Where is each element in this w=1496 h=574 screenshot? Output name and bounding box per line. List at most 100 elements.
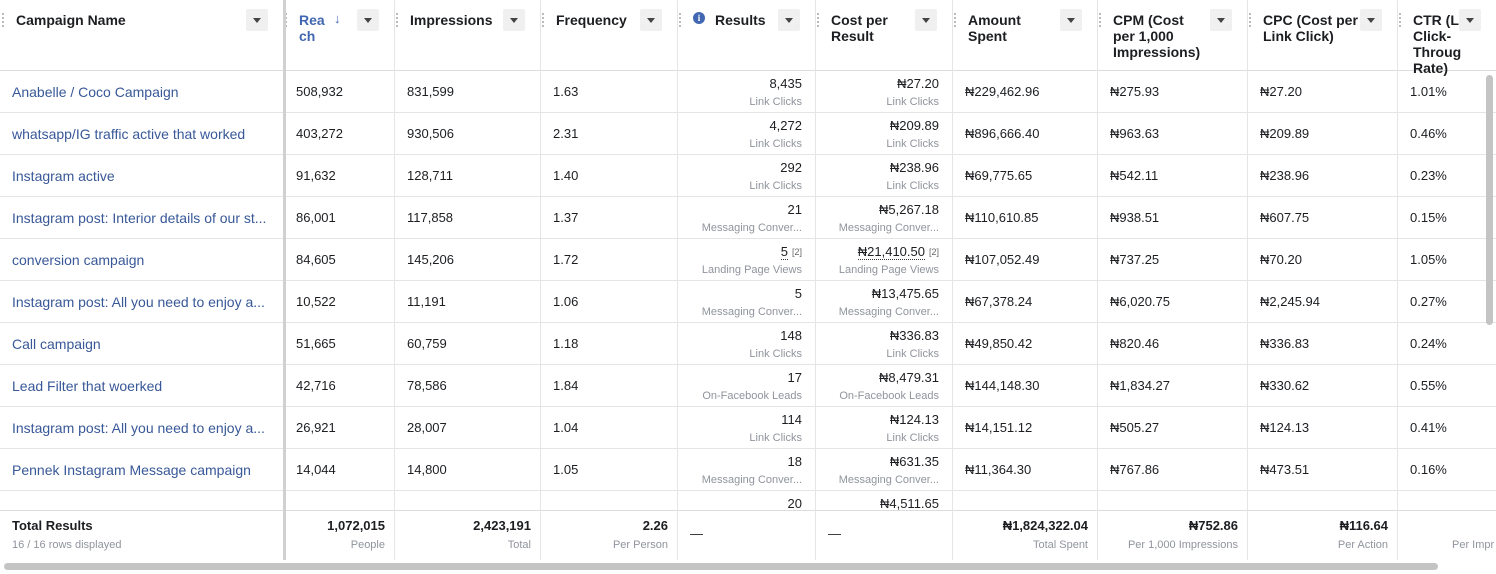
cell-value: ₦144,148.30 (965, 378, 1040, 393)
cell-value: 0.23% (1410, 168, 1447, 183)
campaign-link[interactable]: Instagram post: All you need to enjoy a.… (12, 294, 265, 310)
cell-value: ₦21,410.50 (857, 244, 925, 260)
cell-value: 1.04 (553, 420, 579, 435)
column-menu-button[interactable] (1210, 9, 1232, 31)
cell-value: ₦336.83 (889, 328, 939, 343)
cell-value: 114 (781, 412, 802, 427)
cell-value: ₦963.63 (1110, 126, 1160, 141)
cell-value: 91,632 (296, 168, 336, 183)
cell-value: 60,759 (407, 336, 447, 351)
cell-sublabel: Messaging Conver... (838, 474, 939, 486)
column-divider (1397, 0, 1398, 560)
campaign-link[interactable]: Instagram post: Interior details of our … (12, 210, 267, 226)
cell-value: ₦70.20 (1260, 252, 1302, 267)
column-header[interactable]: Frequency (556, 12, 627, 28)
column-header[interactable]: Cost per Result (831, 12, 888, 44)
campaign-link[interactable]: whatsapp/IG traffic active that worked (12, 126, 246, 142)
column-header[interactable]: Reach (299, 12, 325, 44)
column-header[interactable]: Campaign Name (16, 12, 126, 28)
column-grip (679, 13, 683, 27)
totals-value: ₦116.64 (1339, 518, 1388, 533)
column-grip (817, 13, 821, 27)
column-divider (540, 0, 541, 560)
cell-value: 42,716 (296, 378, 336, 393)
column-header[interactable]: CPM (Cost per 1,000 Impressions) (1113, 12, 1201, 60)
cell-value: 21 (787, 202, 802, 217)
cell-value: ₦27.20 (1260, 84, 1302, 99)
row-border (0, 490, 1496, 491)
campaign-link[interactable]: Instagram post: All you need to enjoy a.… (12, 420, 265, 436)
totals-unit: Per Action (1337, 539, 1388, 551)
cell-value: ₦6,020.75 (1110, 294, 1170, 309)
cell-sublabel: Landing Page Views (701, 264, 802, 276)
cell-value: ₦737.25 (1110, 252, 1160, 267)
campaign-link[interactable]: Call campaign (12, 336, 101, 352)
cell-value: ₦124.13 (1260, 420, 1310, 435)
column-divider (677, 0, 678, 560)
cell-value: 5 (780, 244, 788, 260)
cell-sublabel: Messaging Conver... (701, 306, 802, 318)
column-menu-button[interactable] (1360, 9, 1382, 31)
column-divider (815, 0, 816, 560)
cell-sublabel: Landing Page Views (838, 264, 939, 276)
cell-value: 20 (787, 496, 802, 510)
totals-empty: — (828, 526, 841, 541)
totals-value: 2,423,191 (473, 518, 531, 533)
column-header[interactable]: CPC (Cost per Link Click) (1263, 12, 1358, 44)
cell-value: 28,007 (407, 420, 447, 435)
cell-value: ₦2,245.94 (1260, 294, 1320, 309)
column-menu-button[interactable] (778, 9, 800, 31)
cell-sublabel: Messaging Conver... (701, 474, 802, 486)
vertical-scrollbar[interactable] (1486, 75, 1493, 325)
campaign-link[interactable]: conversion campaign (12, 252, 145, 268)
column-menu-button[interactable] (246, 9, 268, 31)
column-menu-button[interactable] (1060, 9, 1082, 31)
campaign-link[interactable]: Lead Filter that woerked (12, 378, 163, 394)
cell-value: 1.05 (553, 462, 579, 477)
row-border (0, 322, 1496, 323)
column-menu-button[interactable] (357, 9, 379, 31)
campaign-link[interactable]: Pennek Instagram Message campaign (12, 462, 251, 478)
totals-unit: Total (507, 539, 531, 551)
cell-sublabel: Link Clicks (749, 96, 802, 108)
cell-value: ₦209.89 (889, 118, 939, 133)
campaign-link[interactable]: Instagram active (12, 168, 115, 184)
cell-value: 930,506 (407, 126, 454, 141)
cell-value: ₦1,834.27 (1110, 378, 1170, 393)
column-divider (394, 0, 395, 560)
cell-value: ₦607.75 (1260, 210, 1310, 225)
cell-value: 86,001 (296, 210, 336, 225)
totals-empty: — (690, 526, 703, 541)
totals-unit: Per Person (612, 539, 668, 551)
cell-value: ₦330.62 (1260, 378, 1310, 393)
cell-value: 1.01% (1410, 84, 1447, 99)
column-menu-button[interactable] (503, 9, 525, 31)
column-header[interactable]: Impressions (410, 12, 493, 28)
cell-sublabel: Link Clicks (886, 180, 939, 192)
column-header[interactable]: Amount Spent (968, 12, 1021, 44)
column-menu-button[interactable] (915, 9, 937, 31)
cell-value: ₦124.13 (889, 412, 939, 427)
cell-sublabel: Messaging Conver... (838, 306, 939, 318)
cell-value: 1.84 (553, 378, 579, 393)
cell-sublabel: Link Clicks (886, 138, 939, 150)
column-menu-button[interactable] (1459, 9, 1481, 31)
cell-value: ₦27.20 (897, 76, 939, 91)
cell-value: 1.37 (553, 210, 579, 225)
totals-value: 2.26 (642, 518, 668, 533)
campaign-link[interactable]: Anabelle / Coco Campaign (12, 84, 179, 100)
cell-value: 0.16% (1410, 462, 1447, 477)
header-bottom-border (0, 70, 1496, 71)
column-menu-button[interactable] (640, 9, 662, 31)
column-header[interactable]: Results (715, 12, 766, 28)
horizontal-scrollbar[interactable] (4, 563, 1438, 570)
cell-value: ₦229,462.96 (965, 84, 1040, 99)
row-border (0, 238, 1496, 239)
column-header[interactable]: CTR (Link Click-Throug Rate) (1413, 12, 1480, 76)
cell-value: 0.15% (1410, 210, 1447, 225)
cell-value: ₦938.51 (1110, 210, 1160, 225)
cell-value: ₦11,364.30 (965, 462, 1032, 477)
cell-value: 0.46% (1410, 126, 1447, 141)
cell-value: 4,272 (769, 118, 802, 133)
